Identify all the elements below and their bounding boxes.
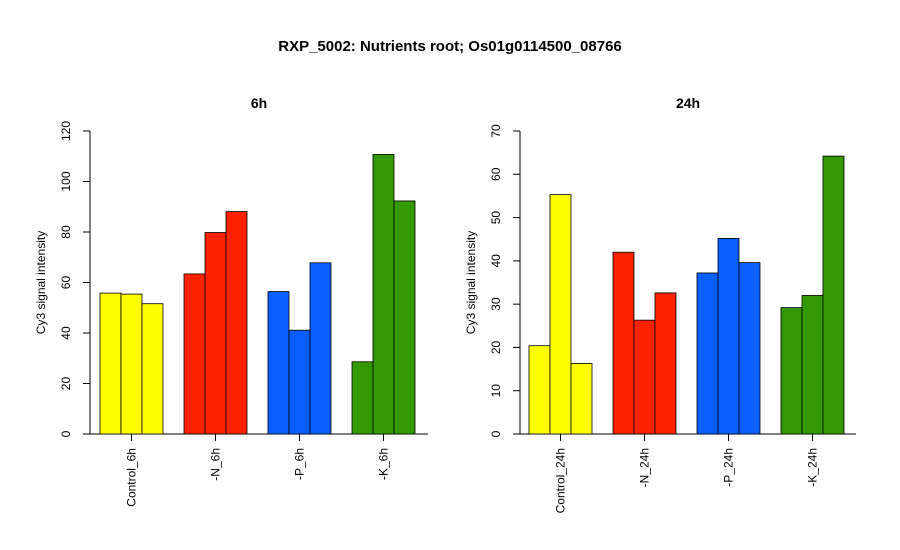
x-tick-label: -P_24h [722, 448, 736, 487]
y-tick-label: 60 [489, 167, 503, 181]
y-tick-label: 20 [59, 377, 73, 391]
bar--K_6h-2 [372, 154, 395, 435]
bar-Control_24h-2 [549, 194, 572, 435]
y-tick-label: 60 [59, 276, 73, 290]
bar--K_6h-1 [351, 361, 374, 435]
bar--P_24h-2 [717, 237, 740, 435]
bar-Control_6h-1 [99, 292, 122, 435]
bar--P_6h-3 [309, 262, 332, 435]
panel-title: 6h [251, 95, 267, 111]
y-tick-label: 120 [59, 121, 73, 141]
panel-title: 24h [676, 95, 700, 111]
y-tick-label: 40 [59, 326, 73, 340]
bar--K_24h-2 [801, 295, 824, 435]
y-tick-label: 70 [489, 124, 503, 138]
y-axis-label: Cy3 signal intensity [464, 231, 478, 334]
bar--N_24h-2 [633, 319, 656, 435]
bar--P_24h-1 [696, 272, 719, 435]
x-tick-label: Control_24h [554, 448, 568, 513]
y-tick-label: 40 [489, 254, 503, 268]
bar--N_24h-1 [612, 251, 635, 435]
y-tick-label: 80 [59, 225, 73, 239]
bar-Control_24h-3 [570, 363, 593, 435]
y-tick-label: 20 [489, 340, 503, 354]
bar--N_24h-3 [654, 292, 677, 435]
bar--P_24h-3 [738, 262, 761, 435]
bar--K_24h-3 [822, 155, 845, 435]
bar--K_6h-3 [393, 200, 416, 435]
bar--N_6h-2 [204, 232, 227, 435]
bar-Control_24h-1 [528, 345, 551, 435]
y-tick-label: 30 [489, 297, 503, 311]
x-tick-label: -K_6h [377, 448, 391, 480]
bar--N_6h-3 [225, 211, 248, 435]
bar--N_6h-1 [183, 273, 206, 435]
bar-Control_6h-3 [141, 303, 164, 435]
y-tick-label: 0 [59, 430, 73, 437]
y-tick-label: 0 [489, 430, 503, 437]
chart-panel-6h: 6h 0 20 40 60 80 100 120 Cy3 signal intensity Con… [34, 95, 428, 507]
y-tick-label: 50 [489, 211, 503, 225]
x-tick-label: -N_24h [638, 448, 652, 487]
bar--P_6h-2 [288, 329, 311, 435]
x-tick-label: Control_6h [125, 448, 139, 507]
x-tick-label: -N_6h [209, 448, 223, 481]
x-tick-label: -P_6h [293, 448, 307, 480]
y-axis-label: Cy3 signal intensity [34, 231, 48, 334]
x-tick-label: -K_24h [806, 448, 820, 487]
y-tick-label: 10 [489, 384, 503, 398]
bar-Control_6h-2 [120, 293, 143, 435]
chart-panel-24h: 24h 0 10 20 30 40 50 60 70 Cy3 signal intensity Co… [464, 95, 856, 513]
bar--K_24h-1 [780, 307, 803, 435]
main-title: RXP_5002: Nutrients root; Os01g0114500_0… [278, 38, 622, 55]
y-tick-label: 100 [59, 171, 73, 191]
bar--P_6h-1 [267, 291, 290, 435]
